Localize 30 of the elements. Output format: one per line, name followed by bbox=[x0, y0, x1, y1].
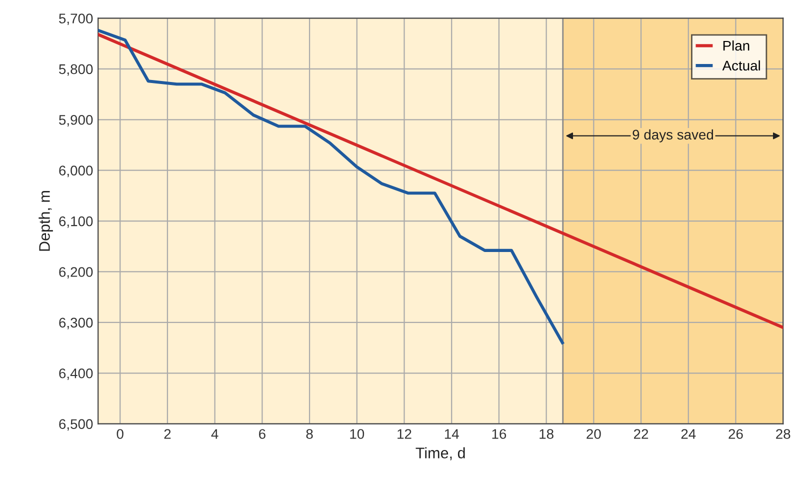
x-tick-label: 14 bbox=[444, 429, 459, 439]
legend-label: Plan bbox=[723, 40, 750, 51]
x-tick-label: 22 bbox=[634, 429, 648, 439]
y-tick-label: 6,200 bbox=[59, 267, 93, 279]
band-label: 9 days saved bbox=[632, 129, 714, 142]
x-tick-label: 24 bbox=[681, 429, 696, 439]
x-tick-label: 12 bbox=[398, 429, 412, 439]
x-tick-label: 20 bbox=[586, 429, 601, 439]
x-tick-label: 26 bbox=[728, 429, 743, 439]
legend-label: Actual bbox=[722, 60, 760, 71]
y-axis-title: Depth, m bbox=[38, 191, 53, 251]
x-tick-label: 0 bbox=[116, 429, 124, 439]
y-tick-label: 6,500 bbox=[59, 419, 93, 431]
y-tick-label: 6,400 bbox=[59, 368, 93, 380]
line-series bbox=[98, 28, 564, 344]
x-tick-label: 4 bbox=[211, 429, 218, 439]
y-tick-label: 5,800 bbox=[59, 64, 93, 76]
y-tick-label: 6,000 bbox=[59, 166, 93, 178]
y-tick-label: 5,900 bbox=[59, 114, 93, 126]
x-tick-label: 16 bbox=[492, 429, 506, 439]
x-tick-label: 28 bbox=[776, 429, 790, 439]
y-tick-label: 6,100 bbox=[59, 216, 93, 228]
x-tick-label: 18 bbox=[540, 429, 554, 439]
y-tick-label: 5,700 bbox=[59, 14, 93, 26]
x-tick-label: 6 bbox=[259, 429, 266, 439]
y-tick-label: 6,300 bbox=[59, 318, 93, 330]
x-tick-label: 2 bbox=[164, 429, 171, 439]
x-tick-label: 10 bbox=[350, 429, 364, 439]
x-axis-title: Time, d bbox=[416, 447, 465, 460]
x-tick-label: 8 bbox=[306, 429, 313, 439]
